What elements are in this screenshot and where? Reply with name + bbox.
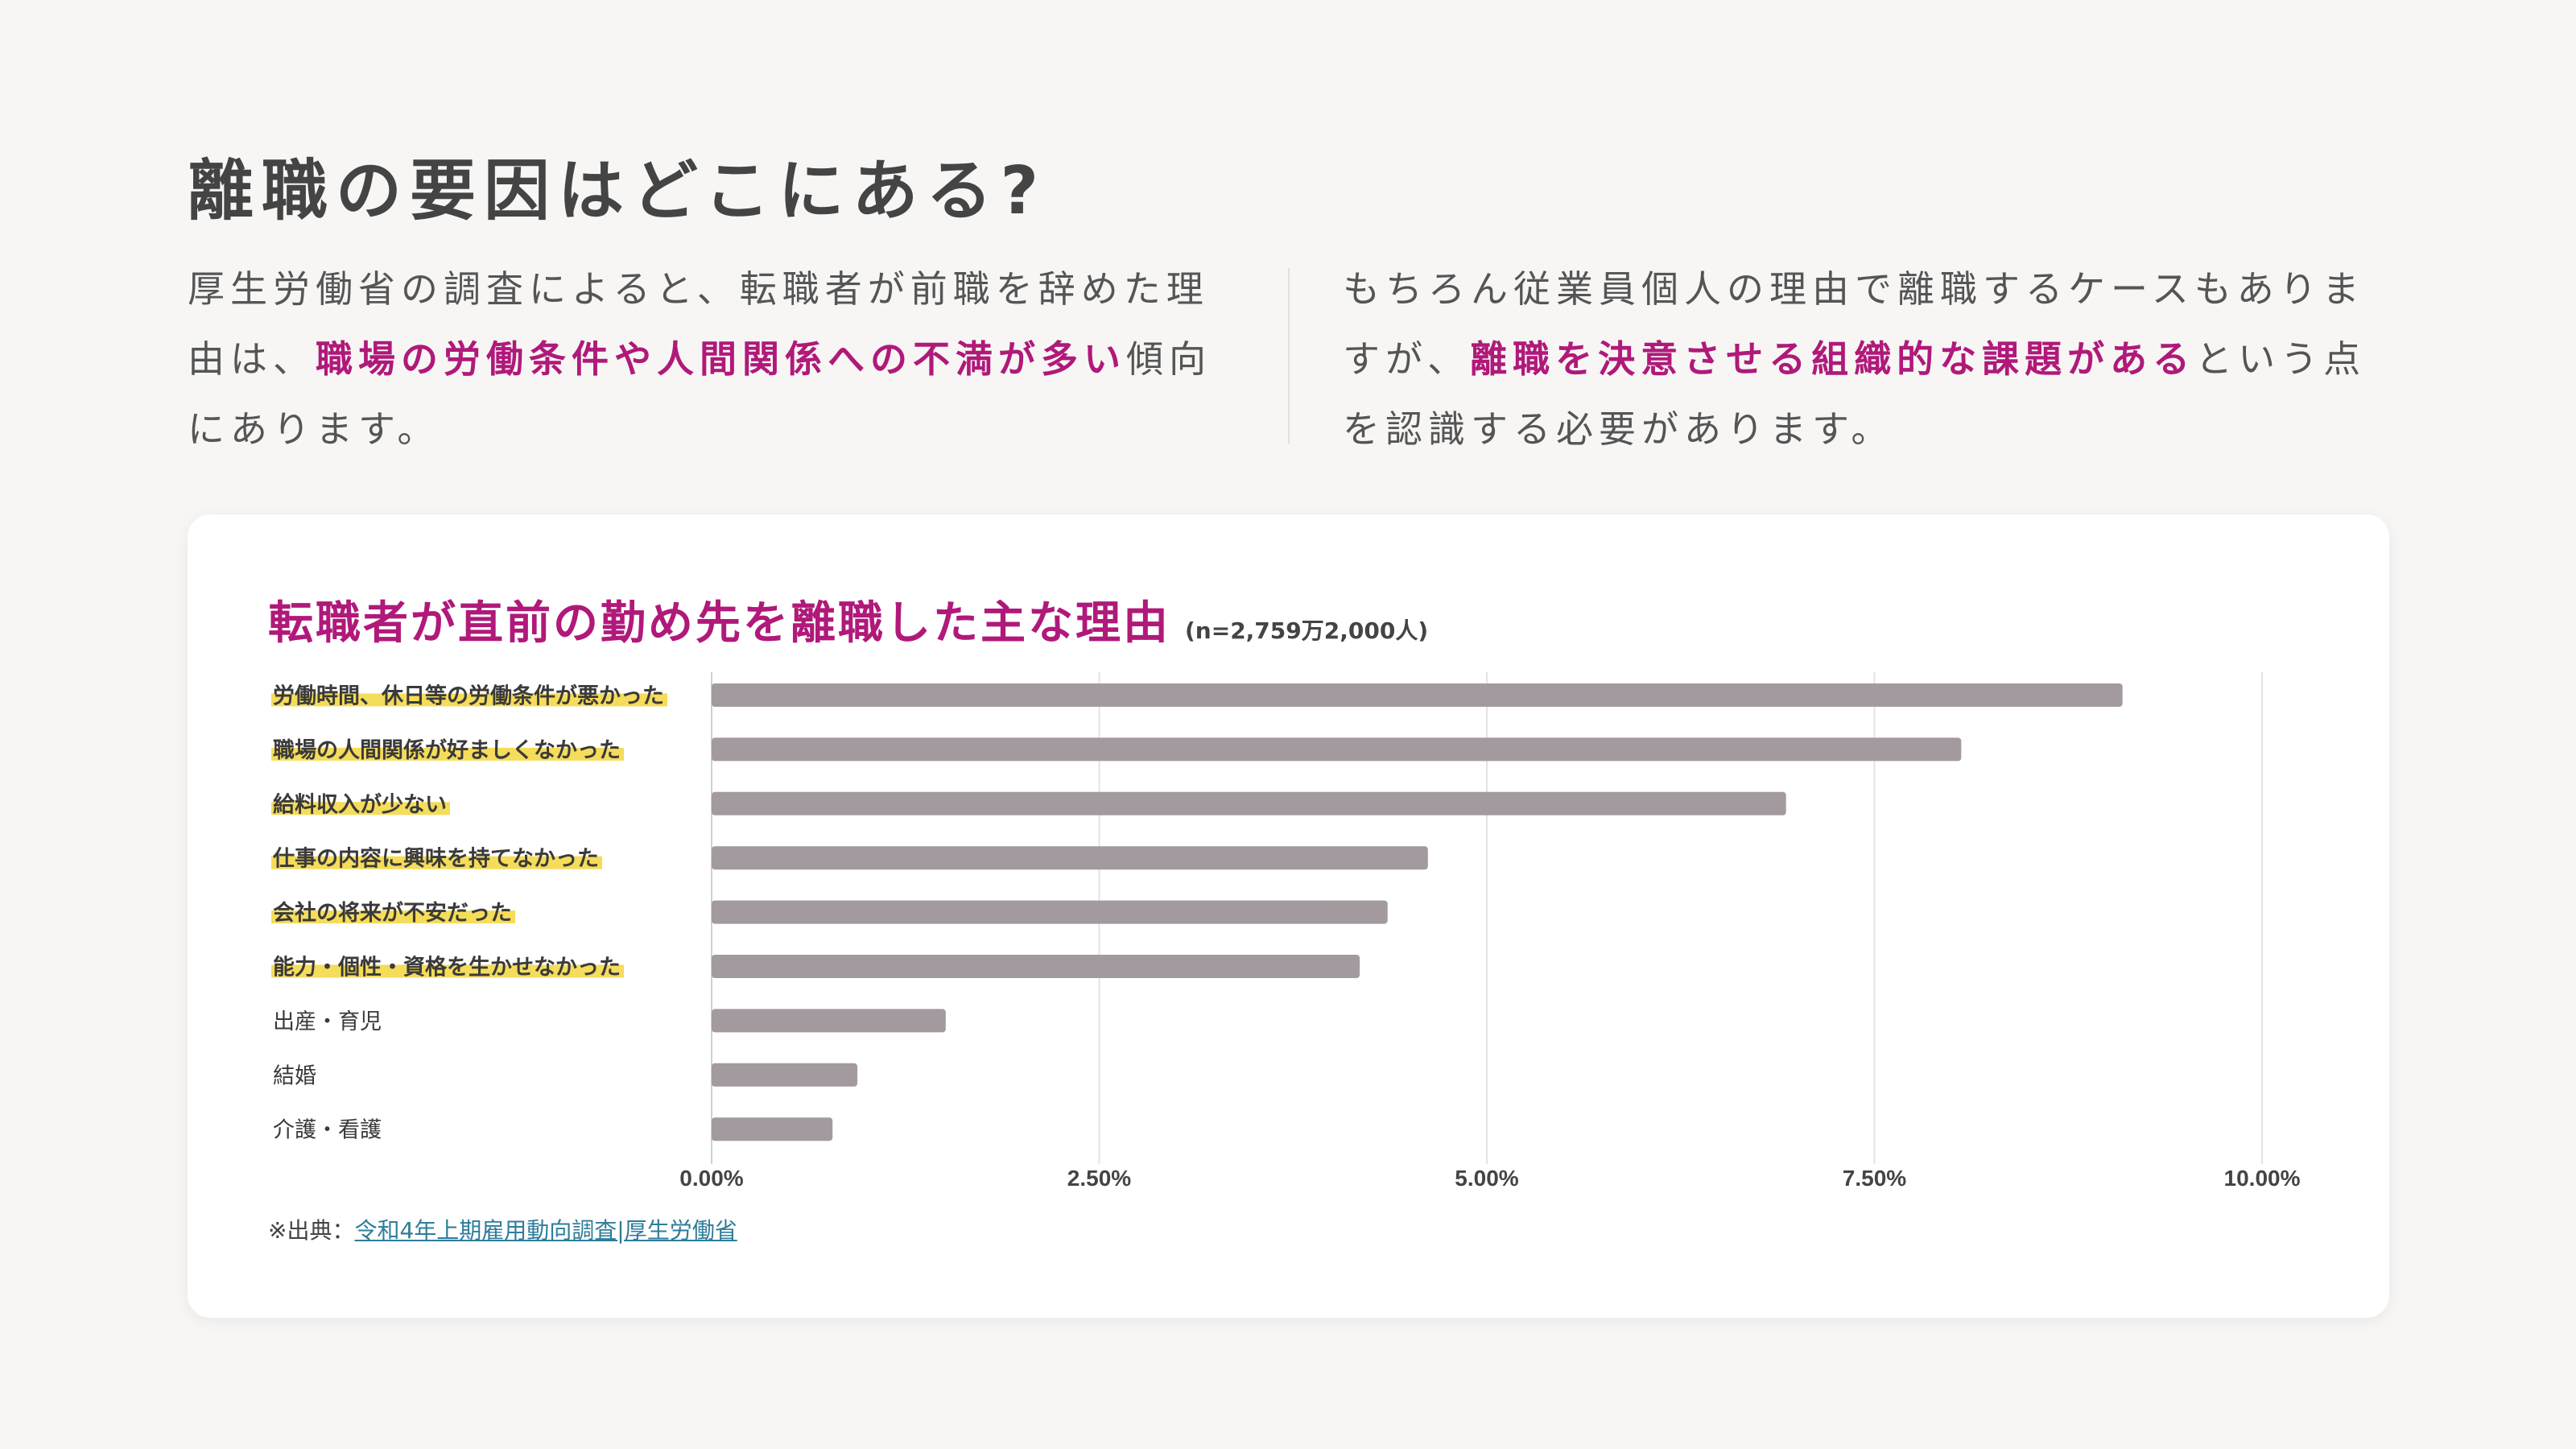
chart-title: 転職者が直前の勤め先を離職した主な理由 (n=2,759万2,000人) xyxy=(268,587,1428,652)
x-tick-label: 0.00% xyxy=(679,1166,743,1191)
x-tick-label: 2.50% xyxy=(1067,1166,1131,1191)
intro-right-text-end: という点を認識する必要があります。 xyxy=(1343,337,2367,451)
bar xyxy=(712,791,1786,815)
bar-chart: 0.00% 2.50% 5.00% 7.50% 10.00% 労働時間、休日等の労働条件が… xyxy=(271,672,2301,1191)
category-label: 能力・個性・資格を生かせなかった xyxy=(273,955,621,980)
intro-left: 厚生労働省の調査によると、転職者が前職を辞めた理由は、職場の労働条件や人間関係へ… xyxy=(188,254,1250,464)
bar xyxy=(712,1117,833,1141)
source-link[interactable]: 令和4年上期雇用動向調査|厚生労働省 xyxy=(354,1217,737,1244)
page-title: 離職の要因はどこにある? xyxy=(188,153,1047,229)
category-label: 職場の人間関係が好ましくなかった xyxy=(273,737,621,763)
source-prefix: ※出典： xyxy=(268,1217,355,1244)
divider xyxy=(1288,268,1290,444)
label-highlight xyxy=(271,964,624,978)
category-label: 会社の将来が不安だった xyxy=(273,900,512,926)
bar xyxy=(712,683,2123,707)
label-highlight xyxy=(271,693,667,707)
chart-sample-size: (n=2,759万2,000人) xyxy=(1185,617,1429,644)
intro-left-text-end: 傾向にあります。 xyxy=(188,337,1212,451)
label-highlight xyxy=(271,856,602,869)
category-label: 出産・育児 xyxy=(273,1009,382,1034)
source-note: ※出典：令和4年上期雇用動向調査|厚生労働省 xyxy=(268,1213,737,1245)
category-label: 介護・看護 xyxy=(273,1118,382,1143)
bar xyxy=(712,1009,946,1033)
intro-left-text: 厚生労働省の調査によると、転職者が前職を辞めた理由は、 xyxy=(188,267,1209,381)
intro-right-highlight: 離職を決意させる組織的な課題がある xyxy=(1470,337,2196,381)
bar xyxy=(712,955,1360,978)
chart-title-text: 転職者が直前の勤め先を離職した主な理由 xyxy=(268,597,1170,650)
bar xyxy=(712,846,1428,870)
intro-right-text: もちろん従業員個人の理由で離職するケースもありますが、 xyxy=(1343,267,2365,381)
intro-right: もちろん従業員個人の理由で離職するケースもありますが、離職を決意させる組織的な課… xyxy=(1343,254,2405,464)
chart-card: 0.00% 2.50% 5.00% 7.50% 10.00% 労働時間、休日等の労働条件が… xyxy=(188,514,2389,1318)
bar xyxy=(712,1063,858,1087)
bar xyxy=(712,737,1962,762)
category-label: 仕事の内容に興味を持てなかった xyxy=(272,846,599,872)
category-label: 労働時間、休日等の労働条件が悪かった xyxy=(273,683,664,709)
category-label: 結婚 xyxy=(273,1063,316,1088)
label-highlight xyxy=(271,910,515,924)
label-highlight xyxy=(271,802,450,815)
category-label: 給料収入が少ない xyxy=(273,791,447,817)
x-tick-label: 7.50% xyxy=(1843,1166,1906,1191)
intro-left-highlight: 職場の労働条件や人間関係への不満が多い xyxy=(316,337,1126,381)
bar xyxy=(712,900,1388,924)
x-tick-label: 5.00% xyxy=(1455,1166,1518,1191)
x-tick-label: 10.00% xyxy=(2224,1166,2301,1191)
label-highlight xyxy=(271,747,624,761)
